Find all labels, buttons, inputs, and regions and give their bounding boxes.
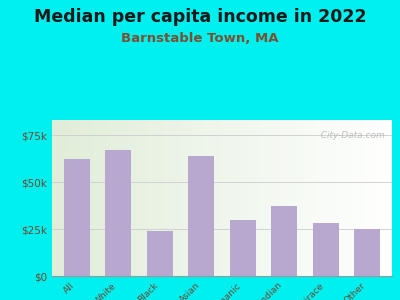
Text: City-Data.com: City-Data.com <box>316 131 385 140</box>
Bar <box>271 206 297 276</box>
Bar <box>230 220 256 276</box>
Bar <box>354 229 380 276</box>
Bar <box>64 160 90 276</box>
Bar <box>147 231 173 276</box>
Text: Median per capita income in 2022: Median per capita income in 2022 <box>34 8 366 26</box>
Bar <box>313 224 338 276</box>
Bar <box>188 156 214 276</box>
Text: Barnstable Town, MA: Barnstable Town, MA <box>121 32 279 44</box>
Bar <box>106 150 131 276</box>
